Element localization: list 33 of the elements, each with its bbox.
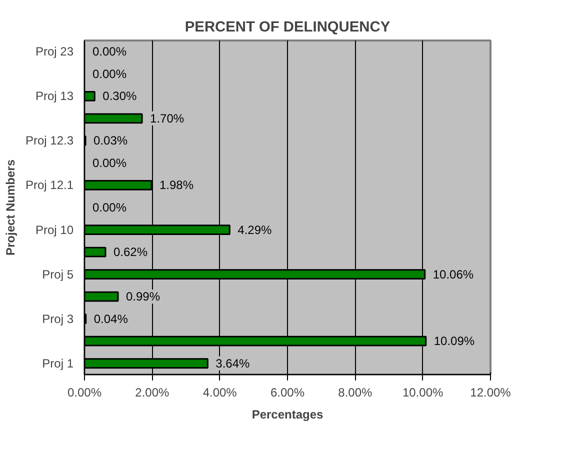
x-tick-label: 6.00% xyxy=(270,386,305,400)
y-tick-label: Proj 1 xyxy=(42,356,74,370)
chart-title: PERCENT OF DELINQUENCY xyxy=(184,20,390,36)
x-tick-label: 0.00% xyxy=(67,386,102,400)
y-tick-label: Proj 12.1 xyxy=(25,178,74,192)
data-label: 0.00% xyxy=(92,200,127,214)
data-label: 0.00% xyxy=(92,44,127,59)
data-label: 10.09% xyxy=(434,334,475,348)
data-label: 3.64% xyxy=(216,356,250,370)
y-tick-label: Proj 23 xyxy=(35,44,74,59)
data-label: 0.99% xyxy=(126,290,160,304)
x-tick-label: 4.00% xyxy=(202,386,238,400)
data-label: 10.06% xyxy=(432,267,474,282)
y-axis-title: Project Numbers xyxy=(3,159,18,256)
x-tick-label: 10.00% xyxy=(402,386,444,400)
data-label: 1.98% xyxy=(159,178,194,192)
data-label: 0.03% xyxy=(94,134,128,148)
data-label: 4.29% xyxy=(238,222,272,237)
x-tick-label: 8.00% xyxy=(338,386,373,400)
x-tick-label: 12.00% xyxy=(470,386,512,400)
data-label: 0.04% xyxy=(94,312,128,326)
data-label: 1.70% xyxy=(150,111,184,126)
data-label: 0.00% xyxy=(92,66,127,81)
y-tick-label: Proj 3 xyxy=(42,312,74,326)
y-tick-label: Proj 12.3 xyxy=(25,134,74,148)
data-label: 0.30% xyxy=(102,89,138,104)
x-tick-label: 2.00% xyxy=(135,386,170,400)
y-tick-label: Proj 13 xyxy=(35,89,74,104)
data-label: 0.00% xyxy=(92,156,127,170)
y-tick-label: Proj 10 xyxy=(35,222,74,237)
x-axis-title: Percentages xyxy=(252,408,324,422)
y-tick-label: Proj 5 xyxy=(42,267,74,282)
data-label: 0.62% xyxy=(113,245,148,260)
